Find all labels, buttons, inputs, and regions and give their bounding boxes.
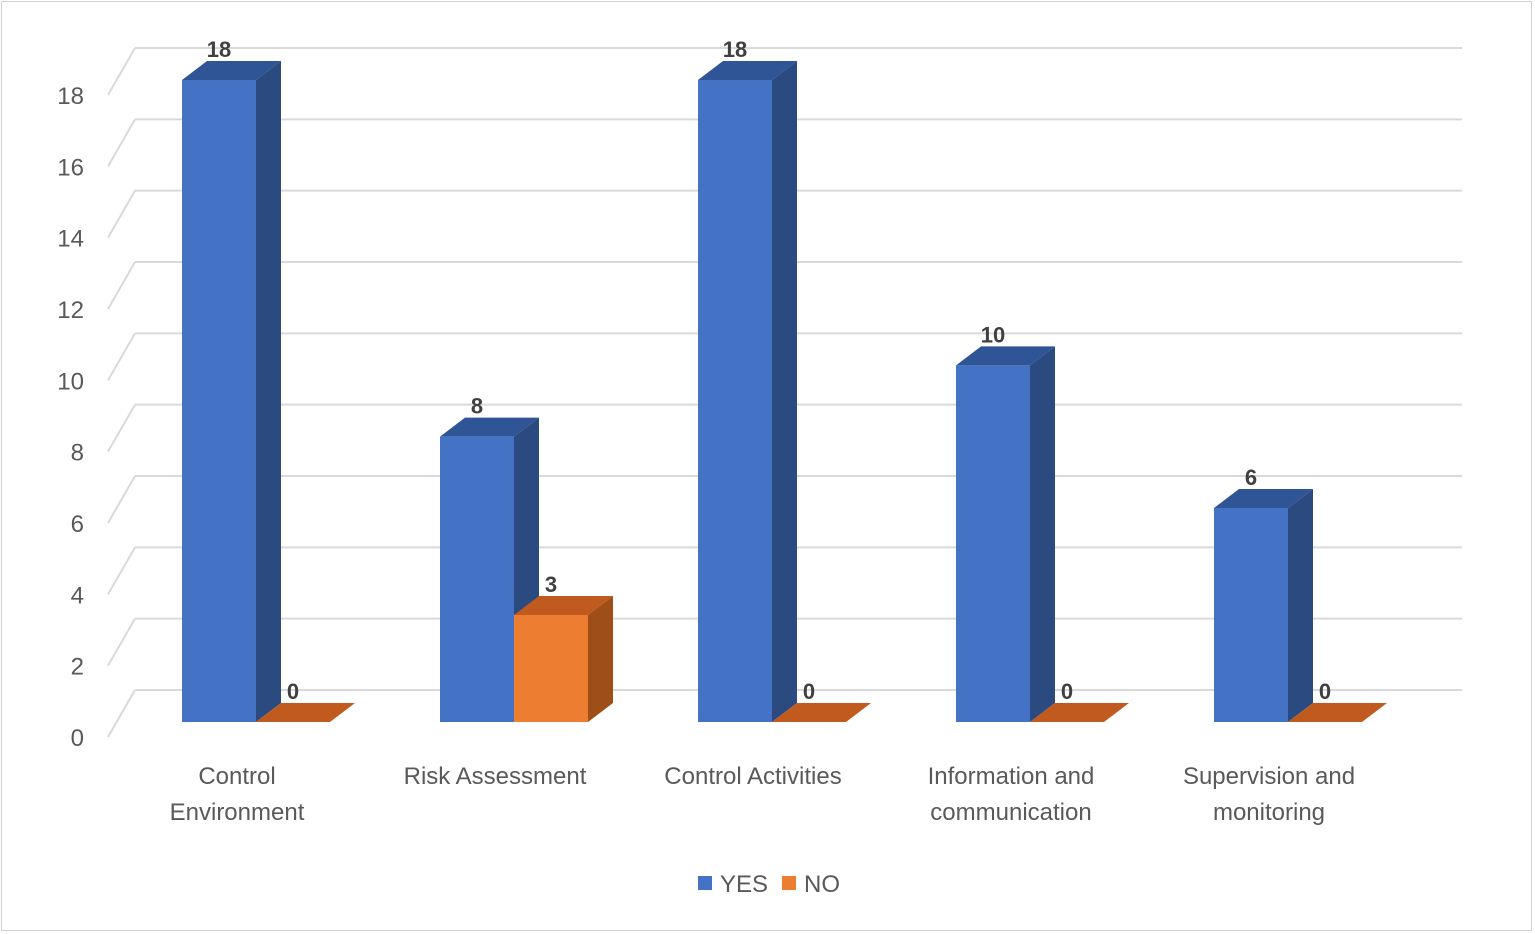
bar-yes-4 [1214,489,1313,722]
y-tick-label: 10 [57,368,84,395]
data-label: 10 [981,322,1005,347]
data-label: 0 [1061,679,1073,704]
y-tick-label: 12 [57,297,84,324]
x-category-label: Environment [170,799,305,826]
x-category-label: Supervision and [1183,763,1355,790]
legend-swatch-no [782,876,796,890]
gridline-floor [107,689,136,738]
bar-top [440,417,539,437]
x-category-label: Control Activities [664,763,841,790]
y-tick-label: 18 [57,83,84,110]
data-label: 0 [803,679,815,704]
y-tick-label: 0 [71,725,84,752]
bar-yes-2 [698,61,797,722]
gridline-floor [107,546,136,595]
data-label: 0 [1319,679,1331,704]
y-tick-label: 2 [71,654,84,681]
bar-front [698,80,772,722]
x-category-label: Risk Assessment [404,763,587,790]
gridline-floor [107,618,136,667]
bar-top [1288,703,1387,722]
bar-yes-0 [182,61,281,722]
legend-swatch-yes [698,876,712,890]
bar-yes-3 [956,346,1055,722]
gridline-floor [107,404,136,453]
bar-no-0 [256,703,355,722]
x-category-label: Information and [928,763,1095,790]
y-tick-label: 4 [71,582,84,609]
bar-top [1030,703,1129,722]
bar-front [182,80,256,722]
bar-top [182,61,281,80]
bar-top [514,596,613,615]
legend-label-yes: YES [720,871,768,898]
gridline-floor [107,475,136,524]
bar-side [256,61,281,722]
y-tick-label: 16 [57,154,84,181]
bar-no-4 [1288,703,1387,722]
bar-side [1030,346,1055,722]
bar-top [772,703,871,722]
bar-no-1 [514,596,613,722]
gridline-floor [107,261,136,310]
data-label: 18 [723,37,747,62]
x-category-label: monitoring [1213,799,1325,826]
bar-top [956,346,1055,366]
bar-top [1214,489,1313,508]
bar-front [440,436,514,722]
bar-side [772,61,797,722]
x-category-label: communication [930,799,1091,826]
gridline-floor [107,118,136,167]
y-tick-label: 8 [71,440,84,467]
data-label: 3 [545,572,557,597]
gridline-floor [107,190,136,239]
gridline-floor [107,47,136,96]
bar-top [698,61,797,80]
gridline-floor [107,332,136,381]
data-label: 0 [287,679,299,704]
data-label: 6 [1245,465,1257,490]
data-label: 18 [207,37,231,62]
bar-top [256,703,355,722]
bar-front [1214,508,1288,722]
x-category-label: Control [198,763,275,790]
data-label: 8 [471,394,483,419]
y-tick-label: 14 [57,226,84,253]
bar-no-3 [1030,703,1129,722]
bar-front [514,615,588,722]
bar-front [956,365,1030,722]
legend-label-no: NO [804,871,840,898]
bar-side [1288,489,1313,722]
y-tick-label: 6 [71,511,84,538]
bar-no-2 [772,703,871,722]
bar-side [588,596,613,722]
